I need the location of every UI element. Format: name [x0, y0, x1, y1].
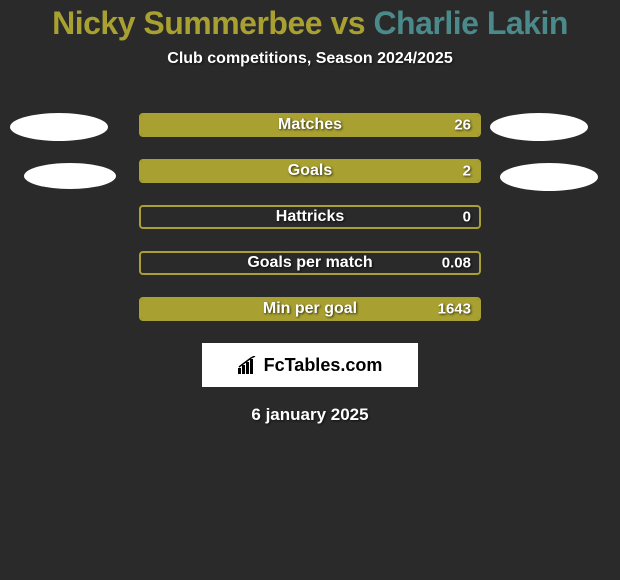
stat-value: 1643	[438, 301, 471, 318]
stat-label: Goals per match	[247, 254, 372, 272]
stats-area: Matches 26 Goals 2 Hattricks 0 Goals per match…	[0, 113, 620, 321]
stat-bar-track: Matches 26	[139, 113, 481, 137]
stat-bar-track: Min per goal 1643	[139, 297, 481, 321]
stat-bar-track: Hattricks 0	[139, 205, 481, 229]
stat-row: Hattricks 0	[139, 205, 481, 229]
title-separator: vs	[322, 5, 373, 41]
stat-label: Matches	[278, 116, 342, 134]
brand-text: FcTables.com	[264, 355, 383, 376]
stat-label: Hattricks	[276, 208, 344, 226]
brand-box[interactable]: FcTables.com	[202, 343, 418, 387]
stat-value: 0.08	[442, 255, 471, 272]
stat-bar-track: Goals per match 0.08	[139, 251, 481, 275]
stat-label: Goals	[288, 162, 332, 180]
stat-value: 26	[454, 117, 471, 134]
stat-value: 0	[463, 209, 471, 226]
stat-bar-track: Goals 2	[139, 159, 481, 183]
stat-value: 2	[463, 163, 471, 180]
stat-label: Min per goal	[263, 300, 357, 318]
decorative-ellipse	[24, 163, 116, 189]
brand-label: FcTables.com	[238, 355, 383, 376]
stat-row: Goals per match 0.08	[139, 251, 481, 275]
stat-row: Min per goal 1643	[139, 297, 481, 321]
bar-chart-icon	[238, 356, 260, 374]
decorative-ellipse	[10, 113, 108, 141]
stat-row: Matches 26	[139, 113, 481, 137]
player2-name: Charlie Lakin	[373, 5, 567, 41]
comparison-widget: Nicky Summerbee vs Charlie Lakin Club co…	[0, 0, 620, 425]
subtitle: Club competitions, Season 2024/2025	[0, 50, 620, 68]
player1-name: Nicky Summerbee	[52, 5, 322, 41]
stat-row: Goals 2	[139, 159, 481, 183]
decorative-ellipse	[490, 113, 588, 141]
decorative-ellipse	[500, 163, 598, 191]
date-text: 6 january 2025	[0, 405, 620, 425]
page-title: Nicky Summerbee vs Charlie Lakin	[0, 5, 620, 42]
